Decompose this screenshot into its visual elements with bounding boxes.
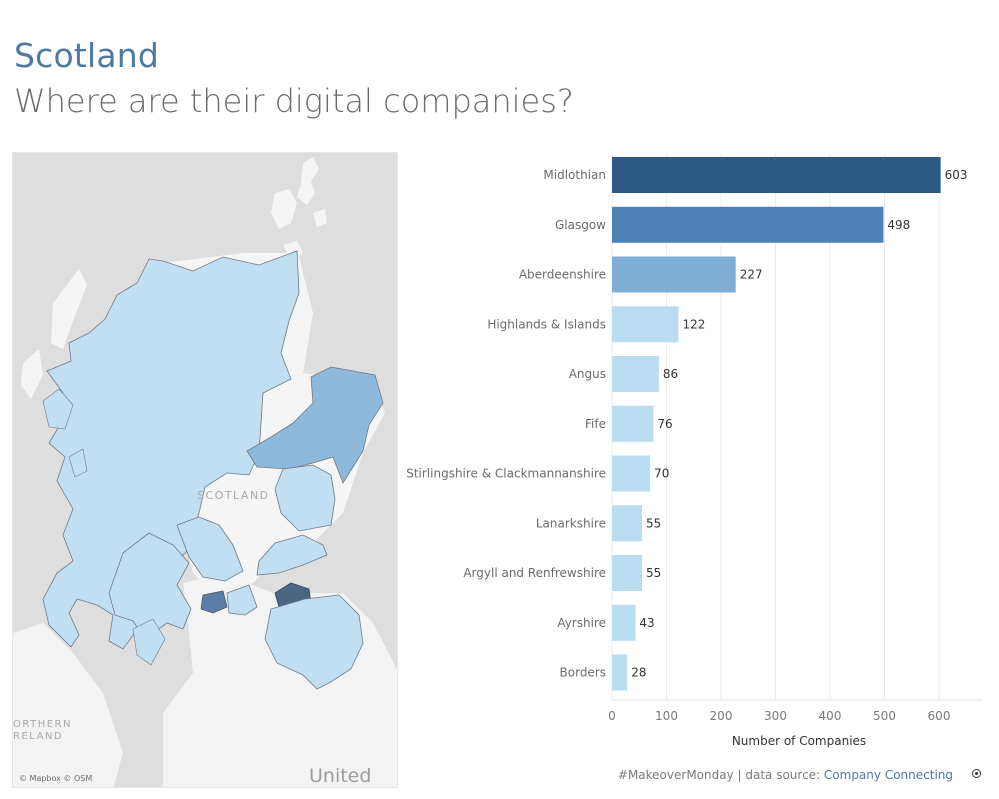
map-attribution: © Mapbox © OSM <box>19 774 93 783</box>
category-label: Midlothian <box>543 168 606 182</box>
info-icon[interactable] <box>972 769 981 778</box>
category-label: Borders <box>560 666 606 680</box>
bar[interactable] <box>612 505 642 542</box>
bar[interactable] <box>612 455 651 492</box>
category-label: Lanarkshire <box>536 516 606 530</box>
category-label: Angus <box>569 367 606 381</box>
value-label: 86 <box>663 367 678 381</box>
x-tick-label: 0 <box>608 709 616 723</box>
x-tick-label: 500 <box>873 709 896 723</box>
scotland-map[interactable]: SCOTLAND ORTHERN RELAND United © Mapbox … <box>12 152 398 788</box>
map-label-united: United <box>309 765 372 787</box>
value-label: 227 <box>740 268 763 282</box>
bar[interactable] <box>612 405 654 442</box>
source-link[interactable]: Company Connecting <box>823 768 953 782</box>
value-label: 28 <box>631 666 646 680</box>
category-label: Aberdeenshire <box>519 268 606 282</box>
map-canvas[interactable] <box>13 153 398 788</box>
bar[interactable] <box>612 555 642 591</box>
bar[interactable] <box>612 157 941 193</box>
value-label: 43 <box>639 616 654 630</box>
value-label: 122 <box>682 317 705 331</box>
category-label: Ayrshire <box>557 616 606 630</box>
x-tick-label: 300 <box>764 709 787 723</box>
value-label: 55 <box>646 566 661 580</box>
category-label: Highlands & Islands <box>487 317 606 331</box>
x-tick-label: 600 <box>928 709 951 723</box>
category-label: Glasgow <box>555 218 606 232</box>
value-label: 498 <box>887 218 910 232</box>
category-label: Stirlingshire & Clackmannanshire <box>406 467 606 481</box>
bar[interactable] <box>612 206 884 243</box>
map-label-scotland: SCOTLAND <box>197 489 270 502</box>
value-label: 603 <box>945 168 968 182</box>
value-label: 55 <box>646 516 661 530</box>
map-label-northern-ireland-1: ORTHERN <box>13 719 72 730</box>
footer: #MakeoverMonday | data source: Company C… <box>618 768 953 782</box>
value-label: 70 <box>654 467 669 481</box>
bar[interactable] <box>612 654 628 691</box>
page-subtitle: Where are their digital companies? <box>14 82 574 120</box>
category-label: Argyll and Renfrewshire <box>463 566 606 580</box>
page-title: Scotland <box>14 36 160 75</box>
footer-text: #MakeoverMonday | data source: <box>617 768 824 782</box>
value-label: 76 <box>657 417 672 431</box>
bar[interactable] <box>612 306 679 343</box>
x-axis-title: Number of Companies <box>732 734 866 748</box>
map-label-northern-ireland-2: RELAND <box>13 731 64 742</box>
bar[interactable] <box>612 356 659 392</box>
x-tick-label: 400 <box>819 709 842 723</box>
x-tick-label: 200 <box>710 709 733 723</box>
bar[interactable] <box>612 256 736 293</box>
bar[interactable] <box>612 604 636 641</box>
category-label: Fife <box>585 417 606 431</box>
x-tick-label: 100 <box>655 709 678 723</box>
